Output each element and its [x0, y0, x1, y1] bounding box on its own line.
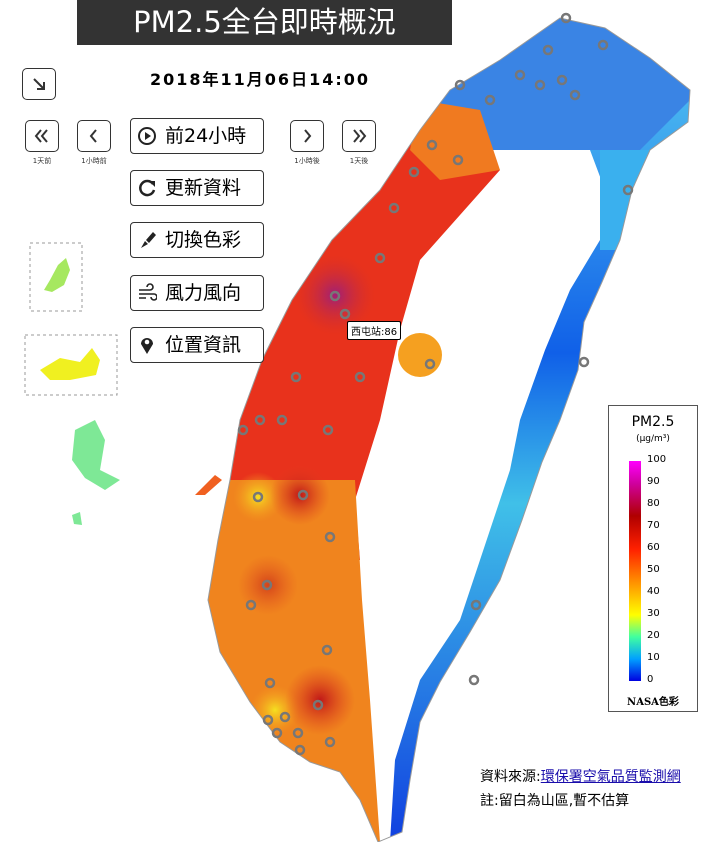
source: 資料來源:環保署空氣品質監測網 — [480, 766, 681, 786]
legend-tick-label: 40 — [647, 586, 660, 597]
source-link[interactable]: 環保署空氣品質監測網 — [540, 769, 681, 785]
legend-scheme: NASA色彩 — [627, 697, 679, 708]
legend-tick-label: 50 — [647, 564, 660, 575]
color-bar — [629, 461, 641, 681]
stations — [87, 12, 634, 756]
prev-day-label: 1天前 — [32, 157, 52, 165]
legend-tick-label: 10 — [647, 652, 660, 663]
legend-tick-label: 0 — [647, 674, 654, 685]
color-button[interactable]: 切換色彩 — [130, 222, 264, 258]
location-button[interactable]: 位置資訊 — [130, 327, 264, 363]
history-button[interactable]: 前24小時 — [130, 118, 264, 154]
station-label: 西屯站:86 — [347, 321, 402, 340]
note: 註:留白為山區,暫不估算 — [480, 793, 630, 809]
title: PM2.5全台即時概況 — [77, 0, 452, 45]
source-label: 資料來源: — [480, 769, 541, 785]
button-label: 風力風向 — [165, 282, 242, 304]
legend-title: PM2.5 — [631, 414, 675, 430]
button-label: 更新資料 — [165, 177, 242, 199]
refresh-button[interactable]: 更新資料 — [130, 170, 264, 206]
legend-unit: (μg/m³) — [636, 434, 670, 444]
prev-hour-label: 1小時前 — [81, 157, 107, 165]
next-day-button[interactable] — [342, 120, 376, 152]
islands — [24, 242, 222, 525]
legend-tick-label: 30 — [647, 608, 660, 619]
next-hour-label: 1小時後 — [294, 157, 320, 165]
prev-hour-button[interactable] — [77, 120, 111, 152]
button-label: 切換色彩 — [165, 229, 242, 251]
legend: PM2.5 (μg/m³) 0 10 20 30 40 50 60 70 80 90 100 NAS… — [608, 405, 698, 712]
next-hour-button[interactable] — [290, 120, 324, 152]
datetime: 2018年11月06日14:00 — [150, 70, 370, 89]
legend-tick-label: 90 — [647, 476, 660, 487]
prev-day-button[interactable] — [25, 120, 59, 152]
collapse-button[interactable] — [22, 68, 56, 100]
legend-tick-label: 60 — [647, 542, 660, 553]
legend-tick-label: 70 — [647, 520, 660, 531]
button-label: 前24小時 — [165, 125, 247, 147]
legend-tick-label: 80 — [647, 498, 660, 509]
legend-tick-label: 20 — [647, 630, 660, 641]
next-day-label: 1天後 — [349, 157, 369, 165]
button-label: 位置資訊 — [165, 334, 242, 356]
legend-tick-label: 100 — [647, 454, 667, 465]
wind-button[interactable]: 風力風向 — [130, 275, 264, 311]
